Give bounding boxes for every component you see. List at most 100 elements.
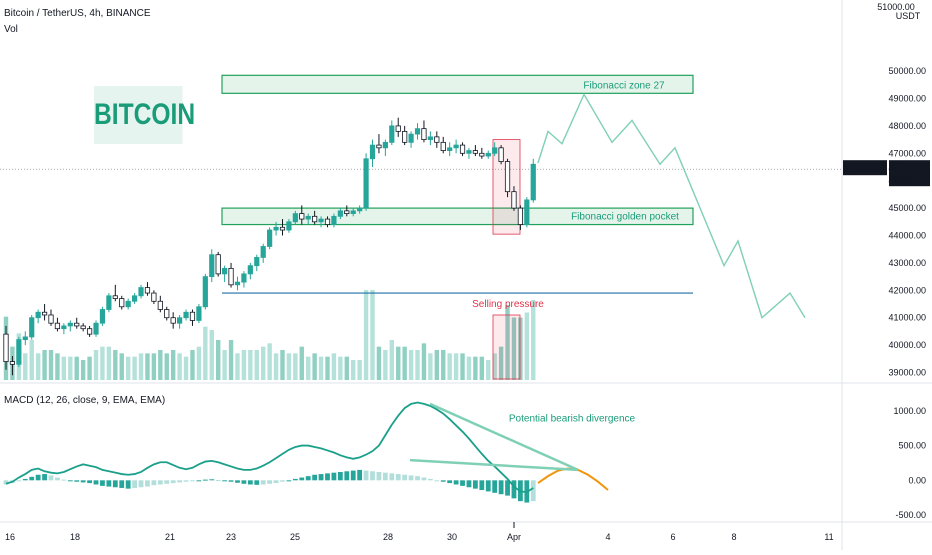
volume-bar xyxy=(299,346,304,380)
macd-tick-label: 500.00 xyxy=(898,441,926,451)
candle-body xyxy=(215,254,221,275)
volume-bar xyxy=(119,353,124,380)
price-tick-label: 50000.00 xyxy=(888,66,926,76)
candle-body xyxy=(247,265,253,275)
volume-bar xyxy=(138,353,144,380)
macd-histogram-bar xyxy=(247,480,253,485)
candle-body xyxy=(267,229,273,247)
macd-tick-label: 0.00 xyxy=(908,475,926,485)
macd-histogram-bar xyxy=(292,478,298,481)
price-tick-label: 40000.00 xyxy=(888,340,926,350)
macd-histogram-bar xyxy=(87,480,92,484)
macd-histogram-bar xyxy=(453,480,459,485)
candle-body xyxy=(357,207,363,212)
volume-bar xyxy=(80,360,86,380)
volume-bar xyxy=(383,350,388,380)
candle-body xyxy=(492,147,498,154)
volume-bar xyxy=(261,346,266,380)
macd-histogram-bar xyxy=(427,478,433,481)
volume-bar xyxy=(351,360,356,380)
volume-bar xyxy=(318,356,324,380)
candle-body xyxy=(279,226,286,231)
volume-bar xyxy=(389,340,394,380)
candle-body xyxy=(395,125,401,132)
price-tick-label: 39000.00 xyxy=(888,368,926,378)
candle-body xyxy=(3,333,9,362)
time-tick-label: 16 xyxy=(5,532,15,542)
volume-bar xyxy=(42,350,47,380)
volume-bar xyxy=(344,356,349,380)
macd-histogram-bar xyxy=(466,480,472,488)
volume-bar xyxy=(434,350,440,380)
volume-bar xyxy=(183,356,189,380)
candle-body xyxy=(138,287,144,297)
price-tick-label: 42000.00 xyxy=(888,285,926,295)
macd-histogram-bar xyxy=(125,480,131,489)
candle-body xyxy=(151,292,157,302)
volume-bar xyxy=(209,330,214,380)
volume-bar xyxy=(100,346,105,380)
candle-body xyxy=(112,295,118,299)
volume-bar xyxy=(106,346,112,380)
macd-histogram-bar xyxy=(170,480,176,484)
time-tick-label: 6 xyxy=(670,532,675,542)
candle-body xyxy=(466,150,472,154)
candle-body xyxy=(324,218,331,225)
macd-histogram-bar xyxy=(48,475,54,481)
macd-histogram-bar xyxy=(112,480,118,488)
candle-body xyxy=(202,276,208,308)
macd-histogram-bar xyxy=(254,480,260,485)
volume-bar xyxy=(222,350,227,380)
candle-body xyxy=(260,246,266,258)
volume-bar xyxy=(170,350,176,380)
volume-bar xyxy=(203,326,208,380)
candle-body xyxy=(517,207,524,225)
macd-line xyxy=(5,401,534,494)
volume-bar xyxy=(325,356,330,380)
macd-histogram-bar xyxy=(215,479,221,481)
volume-bar xyxy=(466,356,472,380)
candle-body xyxy=(164,309,170,319)
macd-histogram-bar xyxy=(337,471,343,481)
candle-body xyxy=(408,133,414,143)
volume-bar xyxy=(338,356,343,380)
countdown-tag: 02:01:21 xyxy=(891,174,926,184)
volume-bar xyxy=(492,353,497,380)
candle-body xyxy=(74,322,80,327)
macd-histogram-bar xyxy=(305,476,311,481)
macd-histogram-bar xyxy=(177,480,183,483)
volume-bar xyxy=(421,343,427,380)
candle-body xyxy=(177,317,183,324)
volume-bar xyxy=(402,346,407,380)
macd-histogram-bar xyxy=(434,480,440,482)
macd-histogram-bar xyxy=(479,480,485,491)
candle-body xyxy=(286,221,292,231)
golden-pocket-label: Fibonacci golden pocket xyxy=(571,212,679,223)
macd-histogram-bar xyxy=(530,480,536,502)
time-tick-label: 21 xyxy=(165,532,175,542)
macd-histogram-bar xyxy=(273,480,279,484)
macd-histogram-bar xyxy=(280,480,285,482)
macd-label: MACD (12, 26, close, 9, EMA, EMA) xyxy=(4,395,166,406)
candle-body xyxy=(157,300,163,310)
candle-body xyxy=(222,267,228,275)
volume-bar xyxy=(241,350,247,380)
macd-histogram-bar xyxy=(151,480,157,486)
macd-histogram-bar xyxy=(472,480,478,489)
macd-histogram-bar xyxy=(382,472,388,481)
candle-body xyxy=(350,210,356,214)
price-tick-label: 43000.00 xyxy=(888,258,926,268)
macd-histogram-bar xyxy=(395,474,401,481)
macd-tick-label: -500.00 xyxy=(895,510,926,520)
time-tick-label: 11 xyxy=(824,532,833,542)
price-tick-label: 44000.00 xyxy=(888,231,926,241)
macd-histogram-bar xyxy=(286,480,292,482)
time-tick-label: 30 xyxy=(447,532,457,542)
candle-body xyxy=(344,210,350,214)
volume-bar xyxy=(357,360,362,380)
macd-histogram-bar xyxy=(100,480,105,486)
candle-body xyxy=(9,361,16,365)
macd-histogram-bar xyxy=(138,480,144,488)
candle-body xyxy=(421,128,427,141)
